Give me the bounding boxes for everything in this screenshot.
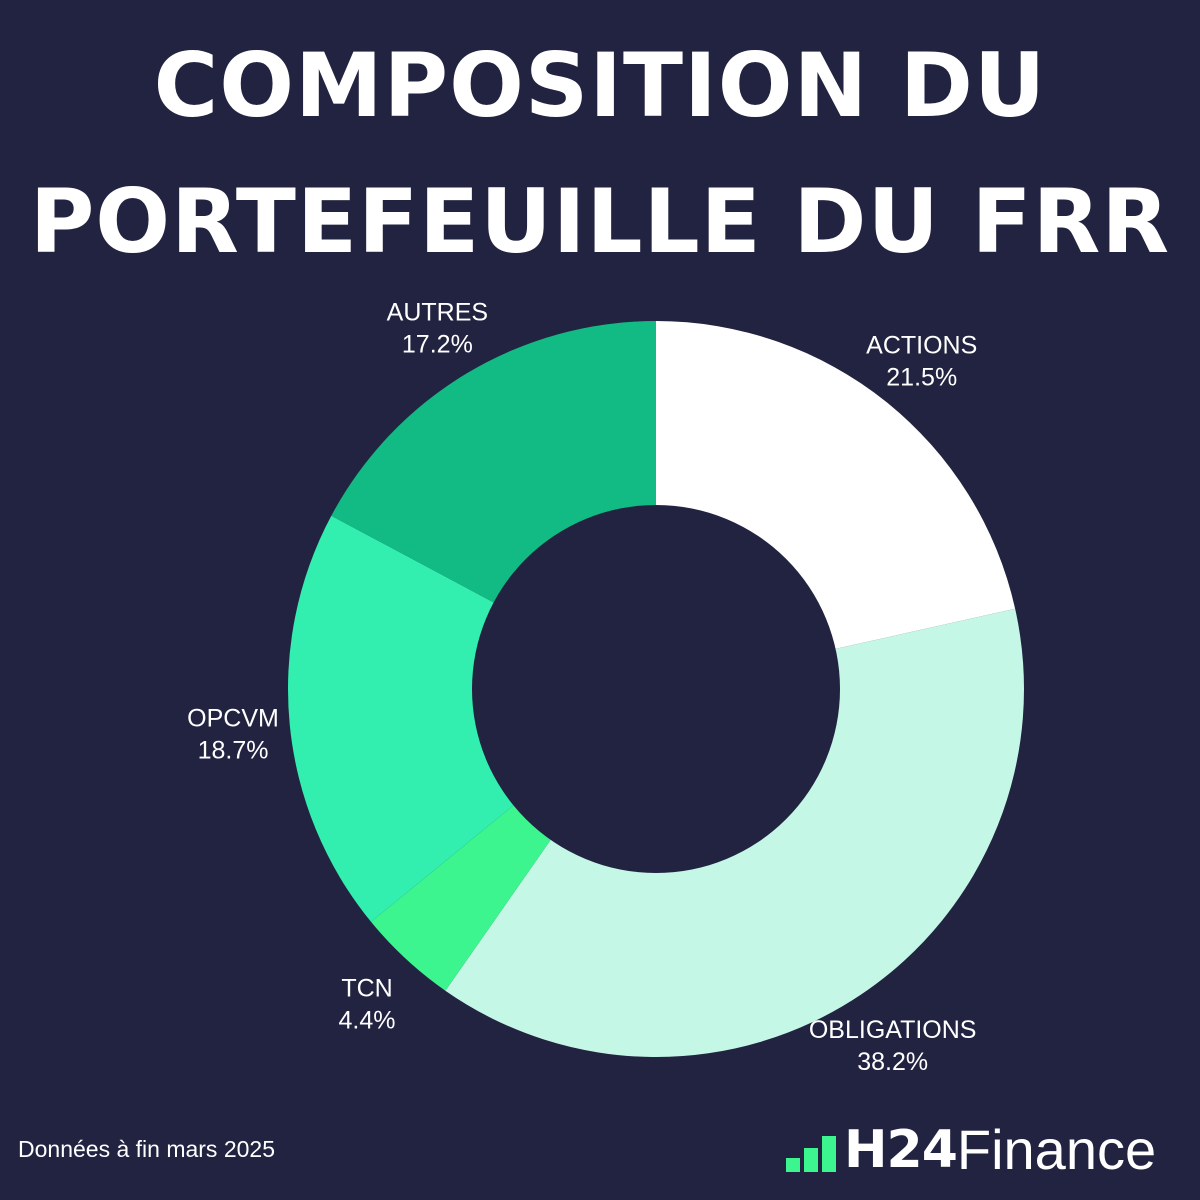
brand-suffix: Finance [956, 1118, 1157, 1181]
data-date-footnote: Données à fin mars 2025 [18, 1136, 275, 1162]
chart-title-line-2: PORTEFEUILLE DU FRR [29, 170, 1171, 273]
donut-slices [287, 321, 1025, 1057]
slice-value-autres: 17.2% [402, 331, 473, 359]
chart-title-line-1: COMPOSITION DU [153, 34, 1047, 137]
slice-label-tcn: TCN [341, 975, 392, 1003]
brand-logo: H24 Finance [786, 1120, 1156, 1180]
slice-label-actions: ACTIONS [866, 331, 977, 359]
slice-value-obligations: 38.2% [857, 1048, 928, 1076]
slice-labels: ACTIONS 21.5% OBLIGATIONS 38.2% TCN 4.4% OPCVM… [187, 299, 977, 1076]
donut-hole [472, 505, 840, 873]
bar-chart-logo-icon [786, 1136, 836, 1172]
brand-name: H24 [844, 1120, 958, 1180]
slice-label-autres: AUTRES [387, 299, 488, 327]
slice-value-tcn: 4.4% [339, 1007, 396, 1035]
slice-label-opcvm: OPCVM [187, 704, 279, 732]
slice-opcvm [287, 515, 656, 922]
slice-value-actions: 21.5% [886, 363, 957, 391]
chart-title: COMPOSITION DU PORTEFEUILLE DU FRR [0, 18, 1200, 290]
slice-label-obligations: OBLIGATIONS [809, 1016, 977, 1044]
slice-value-opcvm: 18.7% [198, 736, 269, 764]
